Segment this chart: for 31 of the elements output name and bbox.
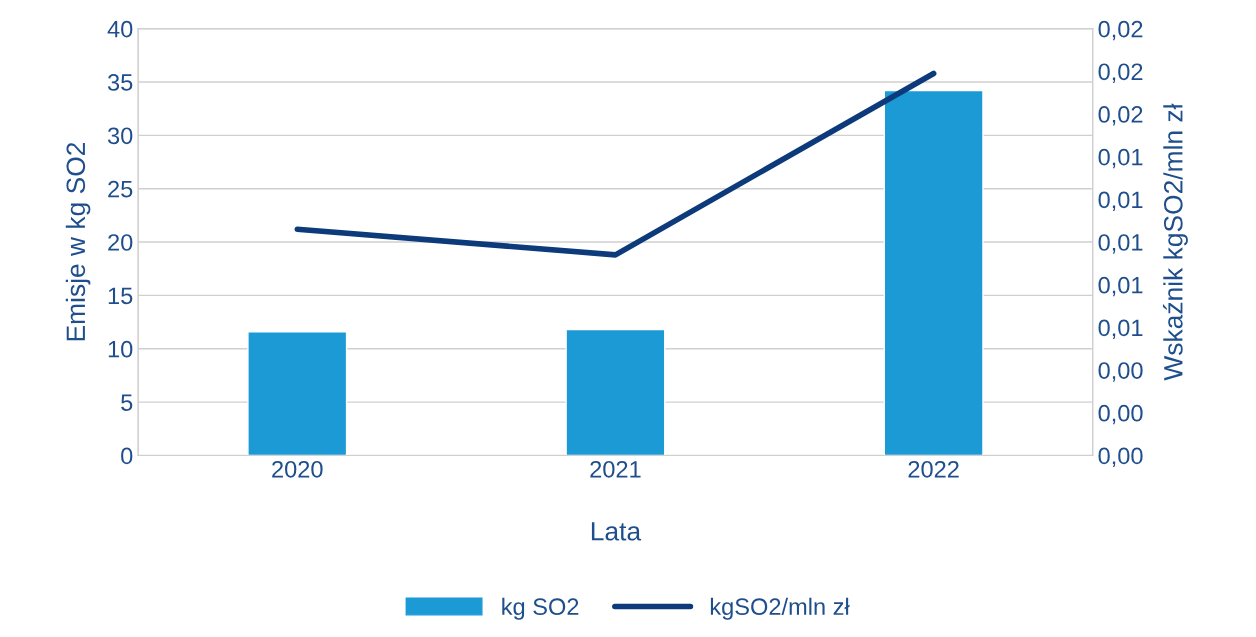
y2-tick-label: 0,02 (1098, 20, 1143, 41)
y2-tick-label: 0,01 (1098, 148, 1143, 169)
y-tick-label: 25 (108, 180, 133, 198)
y2-tick-label: 0,01 (1098, 191, 1143, 211)
y2-axis-title: Wskaźnik kgSO2/mln zł (1162, 103, 1188, 381)
y2-tick-label: 0,00 (1098, 447, 1143, 468)
x-tick-label: 2021 (590, 460, 641, 478)
y-tick-label: 10 (108, 340, 133, 358)
y-tick-label: 30 (107, 127, 133, 145)
y2-tick-label: 0,00 (1098, 362, 1143, 382)
legend-label: kg SO2 (502, 597, 579, 620)
bar (565, 328, 666, 456)
y2-tick-label: 0,02 (1098, 106, 1143, 126)
y2-tick-label: 0,01 (1098, 276, 1143, 297)
bar (883, 89, 984, 456)
bar (247, 330, 348, 456)
y2-tick-label: 0,02 (1098, 63, 1143, 83)
x-axis-title: Lata (591, 522, 642, 541)
y2-tick-label: 0,01 (1098, 234, 1143, 254)
y-tick-label: 0 (121, 447, 133, 465)
y-tick-label: 20 (108, 234, 133, 251)
y-tick-label: 15 (108, 287, 133, 305)
y-tick-label: 40 (107, 20, 133, 38)
x-tick-label: 2022 (908, 460, 959, 478)
legend-label: kgSO2/mln zł (710, 597, 850, 620)
y-tick-label: 5 (121, 394, 133, 411)
y-tick-label: 35 (107, 74, 133, 91)
x-tick-label: 2020 (272, 460, 323, 478)
y2-tick-label: 0,00 (1098, 404, 1143, 425)
y2-tick-label: 0,01 (1098, 319, 1143, 339)
y-axis-title: Emisje w kg SO2 (65, 142, 91, 341)
